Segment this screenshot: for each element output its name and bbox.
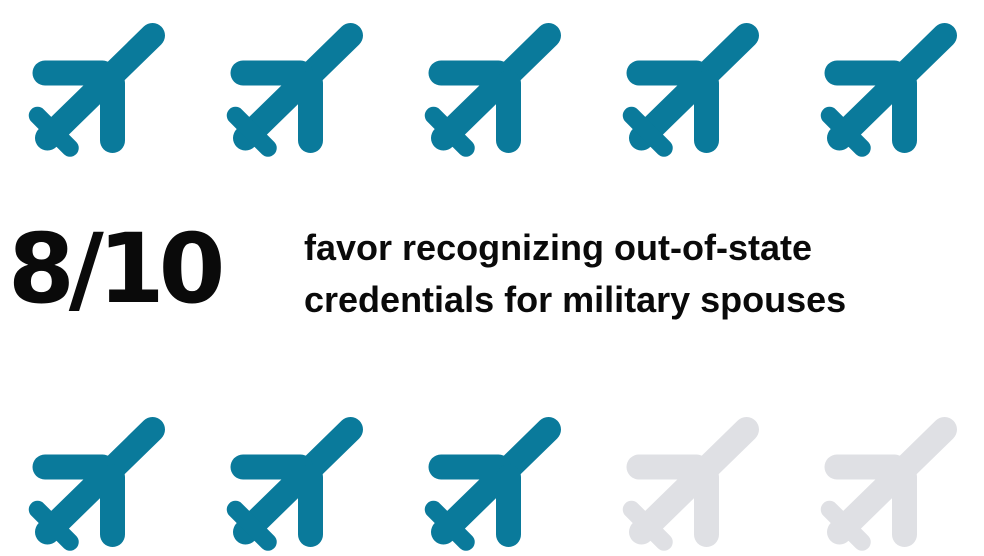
airplane-icon [28,417,165,551]
stat-caption: favor recognizing out-of-state credentia… [304,222,980,326]
airplane-icon [424,23,561,157]
stat-fraction: 8/10 [8,213,225,325]
airplane-icon [820,23,957,157]
airplane-icon [820,417,957,551]
airplane-icon [622,23,759,157]
caption-line-1: favor recognizing out-of-state [304,227,813,268]
airplane-icon [622,417,759,551]
airplane-icon [28,23,165,157]
airplane-icon [226,23,363,157]
airplane-icon [226,417,363,551]
airplane-icon [424,417,561,551]
caption-line-2: credentials for military spouses [304,279,847,320]
